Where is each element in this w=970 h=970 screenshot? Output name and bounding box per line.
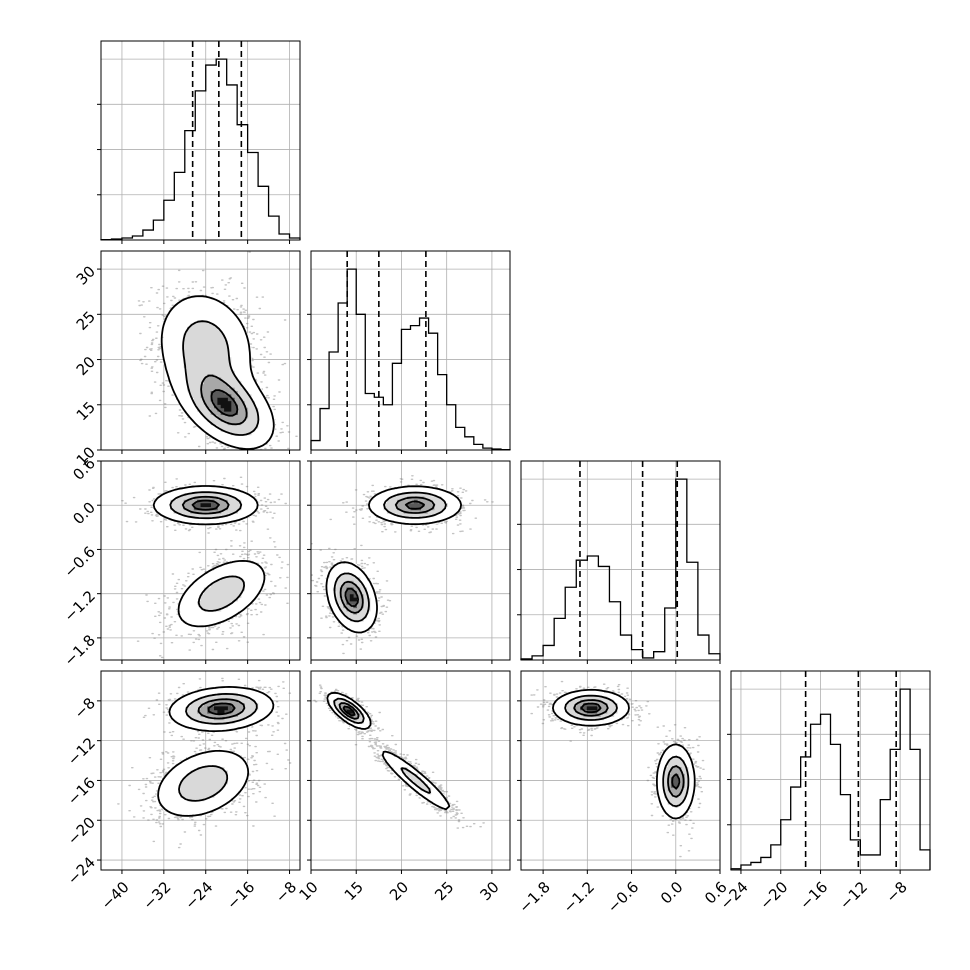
x-tick-label: −32	[139, 878, 174, 913]
x-tick-label: −16	[223, 878, 258, 913]
axes-frame	[730, 670, 931, 871]
contour-line	[157, 686, 275, 817]
x-tick-label: −12	[836, 878, 871, 913]
axes-frame	[310, 460, 511, 661]
density-layer	[313, 684, 485, 829]
y-tick-label: −0.6	[61, 543, 99, 581]
density-fill	[349, 594, 357, 602]
x-tick-label: −1.8	[515, 878, 553, 916]
contour-line	[169, 491, 245, 612]
histogram-steps	[520, 478, 721, 660]
y-tick-label: −1.2	[61, 587, 99, 625]
x-tick-label: −0.6	[604, 878, 642, 916]
density-layer	[117, 677, 292, 849]
contour-line	[152, 485, 266, 628]
density-fill	[214, 706, 228, 714]
contour-line	[333, 697, 431, 794]
contour-line	[207, 702, 236, 716]
histogram-steps	[310, 268, 511, 451]
density-layer	[530, 680, 705, 858]
density-panel-3-2	[517, 670, 721, 874]
density-panel-2-1	[307, 460, 511, 664]
contour-line	[200, 374, 248, 426]
contour-line	[333, 491, 447, 623]
hist-panel-3	[727, 670, 931, 874]
density-layer	[101, 251, 298, 450]
x-tick-label: −16	[796, 878, 831, 913]
contour-line	[191, 499, 220, 511]
y-tick-label: −1.8	[61, 631, 99, 669]
contour-line	[552, 688, 696, 820]
hist-panel-0	[97, 40, 301, 244]
contour-line	[344, 500, 425, 608]
density-layer	[311, 475, 494, 655]
density-fill	[586, 706, 598, 711]
x-tick-label: 25	[431, 878, 457, 904]
y-tick-label: −20	[64, 814, 99, 849]
density-fill	[200, 503, 211, 507]
y-tick-label: 15	[73, 398, 99, 424]
hist-panel-2	[517, 460, 721, 664]
x-tick-label: 15	[341, 878, 367, 904]
x-tick-label: 30	[476, 878, 502, 904]
y-tick-label: −12	[64, 734, 99, 769]
x-tick-label: −40	[98, 878, 133, 913]
contour-line	[181, 495, 230, 515]
y-tick-label: −8	[71, 694, 99, 722]
y-tick-label: 20	[73, 353, 99, 379]
density-panel-2-0	[97, 460, 301, 664]
density-fill	[346, 499, 425, 609]
x-tick-label: 0.0	[657, 878, 687, 908]
histogram-steps	[730, 688, 931, 870]
axes-frame	[100, 40, 301, 241]
y-tick-label: 30	[73, 262, 99, 288]
axes-frame	[310, 250, 511, 451]
axes-frame	[100, 670, 301, 871]
hist-panel-1	[307, 250, 511, 454]
density-layer	[121, 476, 300, 659]
y-tick-label: 25	[73, 308, 99, 334]
axes-frame	[520, 670, 721, 871]
histogram-steps	[100, 58, 301, 241]
contour-line	[182, 320, 260, 436]
contour-line	[210, 389, 239, 417]
contour-line	[160, 295, 275, 450]
density-panel-3-0	[97, 670, 301, 874]
contour-line	[325, 485, 462, 634]
contour-line	[342, 705, 356, 717]
density-panel-1-0	[97, 250, 301, 454]
contour-line	[197, 698, 246, 720]
x-tick-label: −8	[883, 878, 911, 906]
density-fill	[217, 397, 232, 412]
density-fill	[170, 493, 245, 612]
contour-line	[573, 699, 685, 798]
x-tick-label: 20	[386, 878, 412, 904]
y-tick-label: 0.0	[69, 499, 99, 529]
density-panel-3-1	[307, 670, 511, 874]
contour-line	[564, 694, 690, 808]
x-tick-label: −24	[181, 878, 216, 913]
contour-line	[338, 702, 360, 720]
contour-line	[339, 496, 436, 614]
density-fill	[553, 689, 696, 819]
density-fill	[332, 493, 448, 622]
axes-frame	[100, 250, 301, 451]
contour-line	[178, 693, 258, 802]
axes-frame	[310, 670, 511, 871]
x-tick-label: −20	[756, 878, 791, 913]
contour-line	[580, 702, 681, 790]
y-tick-label: −16	[64, 774, 99, 809]
axes-frame	[100, 460, 301, 661]
x-tick-label: 10	[296, 878, 322, 904]
axes-frame	[520, 460, 721, 661]
x-tick-label: −1.2	[560, 878, 598, 916]
contour-line	[326, 691, 451, 811]
y-tick-label: −24	[64, 853, 99, 888]
